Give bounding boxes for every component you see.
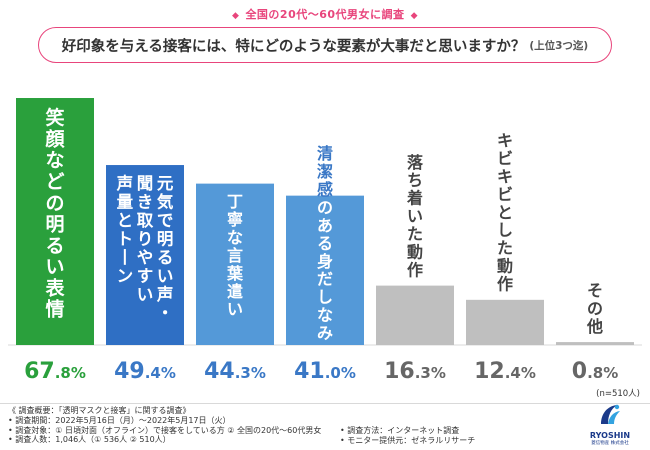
- bar-label-2-col3: 声量とト丨ン: [116, 173, 134, 285]
- logo-subtitle: 菱信物産 株式会社: [591, 441, 629, 446]
- company-logo: RYOSHIN 菱信物産 株式会社: [578, 402, 642, 448]
- value-label-6: 12.4%: [474, 359, 536, 384]
- value-label-1: 67.8%: [24, 359, 86, 384]
- diamond-left-icon: ◆: [232, 11, 240, 21]
- bar-label-4: 清潔感のある身だしなみ: [317, 144, 333, 342]
- question-text: 好印象を与える接客には、特にどのような要素が大事だと思いますか？: [61, 38, 526, 55]
- value-label-3: 44.3%: [204, 359, 266, 384]
- bar-label-5: 落ち着いた動作: [406, 153, 424, 280]
- bar-label-2-col1: 元気で明るい声・: [156, 174, 174, 322]
- survey-provider: • モニター提供元：ゼネラルリサーチ: [340, 435, 476, 445]
- survey-target: • 調査対象：① 日頃対面（オフライン）で接客をしている方 ② 全国の20代〜6…: [8, 425, 322, 435]
- sample-size-note: (n=510人): [596, 389, 640, 399]
- bar-label-7: その他: [586, 281, 603, 336]
- survey-count: • 調査人数：1,046人（① 536人 ② 510人）: [8, 435, 171, 445]
- survey-method: • 調査方法：インターネット調査: [340, 426, 460, 435]
- bar-5: [376, 285, 454, 345]
- survey-period: • 調査期間：2022年5月16日（月）〜2022年5月17日（火）: [8, 415, 231, 425]
- question-box: 好印象を与える接客には、特にどのような要素が大事だと思いますか？ (上位3つ迄): [38, 27, 612, 63]
- logo-name: RYOSHIN: [589, 431, 631, 440]
- bar-1: [16, 98, 94, 345]
- bar-label-6: キビキビとした動作: [497, 131, 513, 293]
- survey-label-text: 全国の20代〜60代男女に調査: [245, 8, 405, 21]
- value-label-2: 49.4%: [114, 359, 176, 384]
- survey-overview: 《 調査概要：「透明マスクと接客」に関する調査》 • 調査期間：2022年5月1…: [8, 406, 321, 445]
- bar-4: [286, 195, 364, 345]
- ryoshin-logo-icon: [601, 404, 620, 424]
- value-label-4: 41.0%: [294, 359, 356, 384]
- bar-3: [196, 183, 274, 345]
- footer-divider: [0, 403, 650, 404]
- survey-label: ◆ 全国の20代〜60代男女に調査 ◆: [0, 6, 650, 22]
- bar-2: [106, 165, 184, 345]
- bar-label-3: 丁寧な言葉遣い: [226, 192, 244, 319]
- bar-7: [556, 342, 634, 345]
- value-label-5: 16.3%: [384, 359, 446, 384]
- bar-label-1: 笑顔などの明るい表情: [44, 106, 65, 321]
- survey-method-block: • 調査方法：インターネット調査 • モニター提供元：ゼネラルリサーチ: [340, 426, 475, 446]
- diamond-right-icon: ◆: [410, 11, 418, 21]
- question-note: (上位3つ迄): [529, 39, 589, 52]
- bar-6: [466, 299, 544, 345]
- overview-title: 《 調査概要：「透明マスクと接客」に関する調査》: [8, 406, 191, 415]
- value-label-7: 0.8%: [572, 359, 618, 384]
- bar-label-2-col2: 聞き取りやすい: [137, 174, 154, 304]
